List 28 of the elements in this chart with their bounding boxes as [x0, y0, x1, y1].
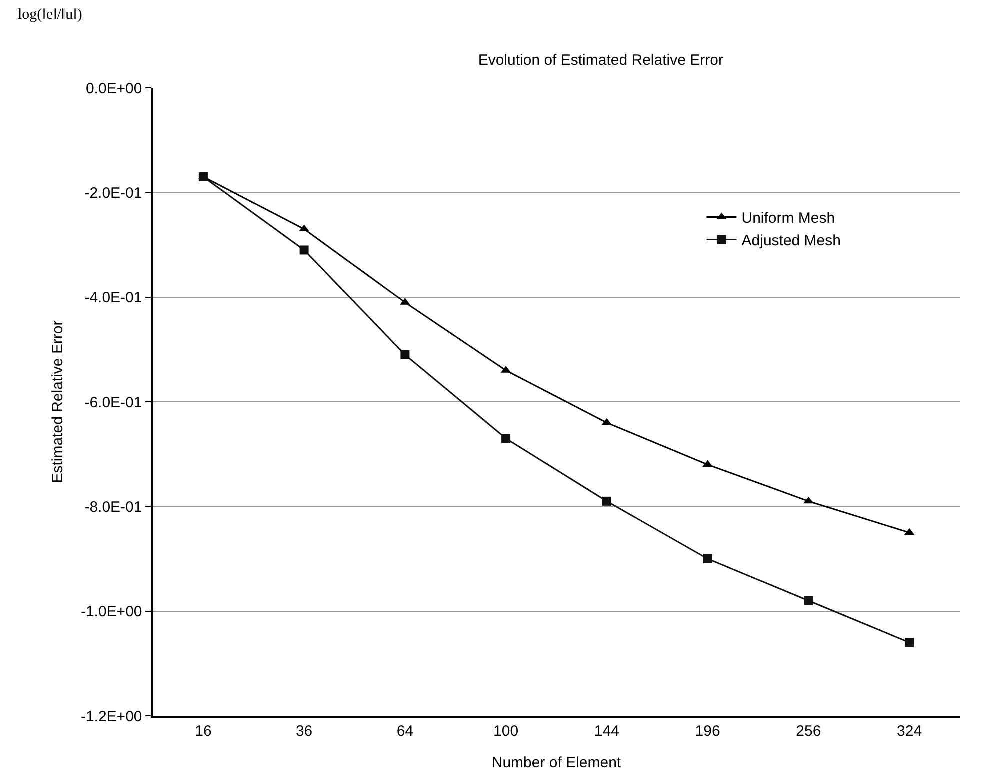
y-tick-label: -1.2E+00: [80, 708, 142, 726]
point: [905, 638, 914, 648]
y-tick-label: 0.0E+00: [86, 80, 142, 98]
point: [300, 246, 309, 255]
y-tick-label: -8.0E-01: [84, 498, 142, 516]
x-tick-label: 144: [594, 722, 620, 740]
x-tick-label: 256: [796, 722, 822, 740]
x-axis-title: Number of Element: [492, 754, 622, 772]
point: [602, 496, 612, 506]
legend-label: Uniform Mesh: [742, 210, 836, 228]
x-tick-label: 196: [695, 722, 720, 740]
y-tick-label: -2.0E-01: [84, 184, 142, 202]
legend-label: Adjusted Mesh: [742, 232, 841, 250]
y-tick-label: -4.0E-01: [84, 290, 142, 307]
y-axis-title: Estimated Relative Error: [50, 320, 67, 484]
y-tick-label: -6.0E-01: [84, 394, 142, 412]
y-tick-label: -1.0E+00: [80, 604, 142, 621]
point: [804, 596, 814, 606]
text: log(‖e‖/‖u‖): [18, 7, 82, 23]
chart-title: Evolution of Estimated Relative Error: [478, 52, 724, 69]
point: [703, 554, 712, 564]
x-tick-label: 36: [296, 722, 313, 740]
x-tick-label: 64: [396, 722, 414, 740]
x-tick-label: 16: [195, 722, 212, 740]
point: [400, 350, 410, 360]
x-tick-label: 324: [897, 722, 922, 740]
x-tick-label: 100: [494, 722, 519, 740]
point: [502, 434, 511, 444]
